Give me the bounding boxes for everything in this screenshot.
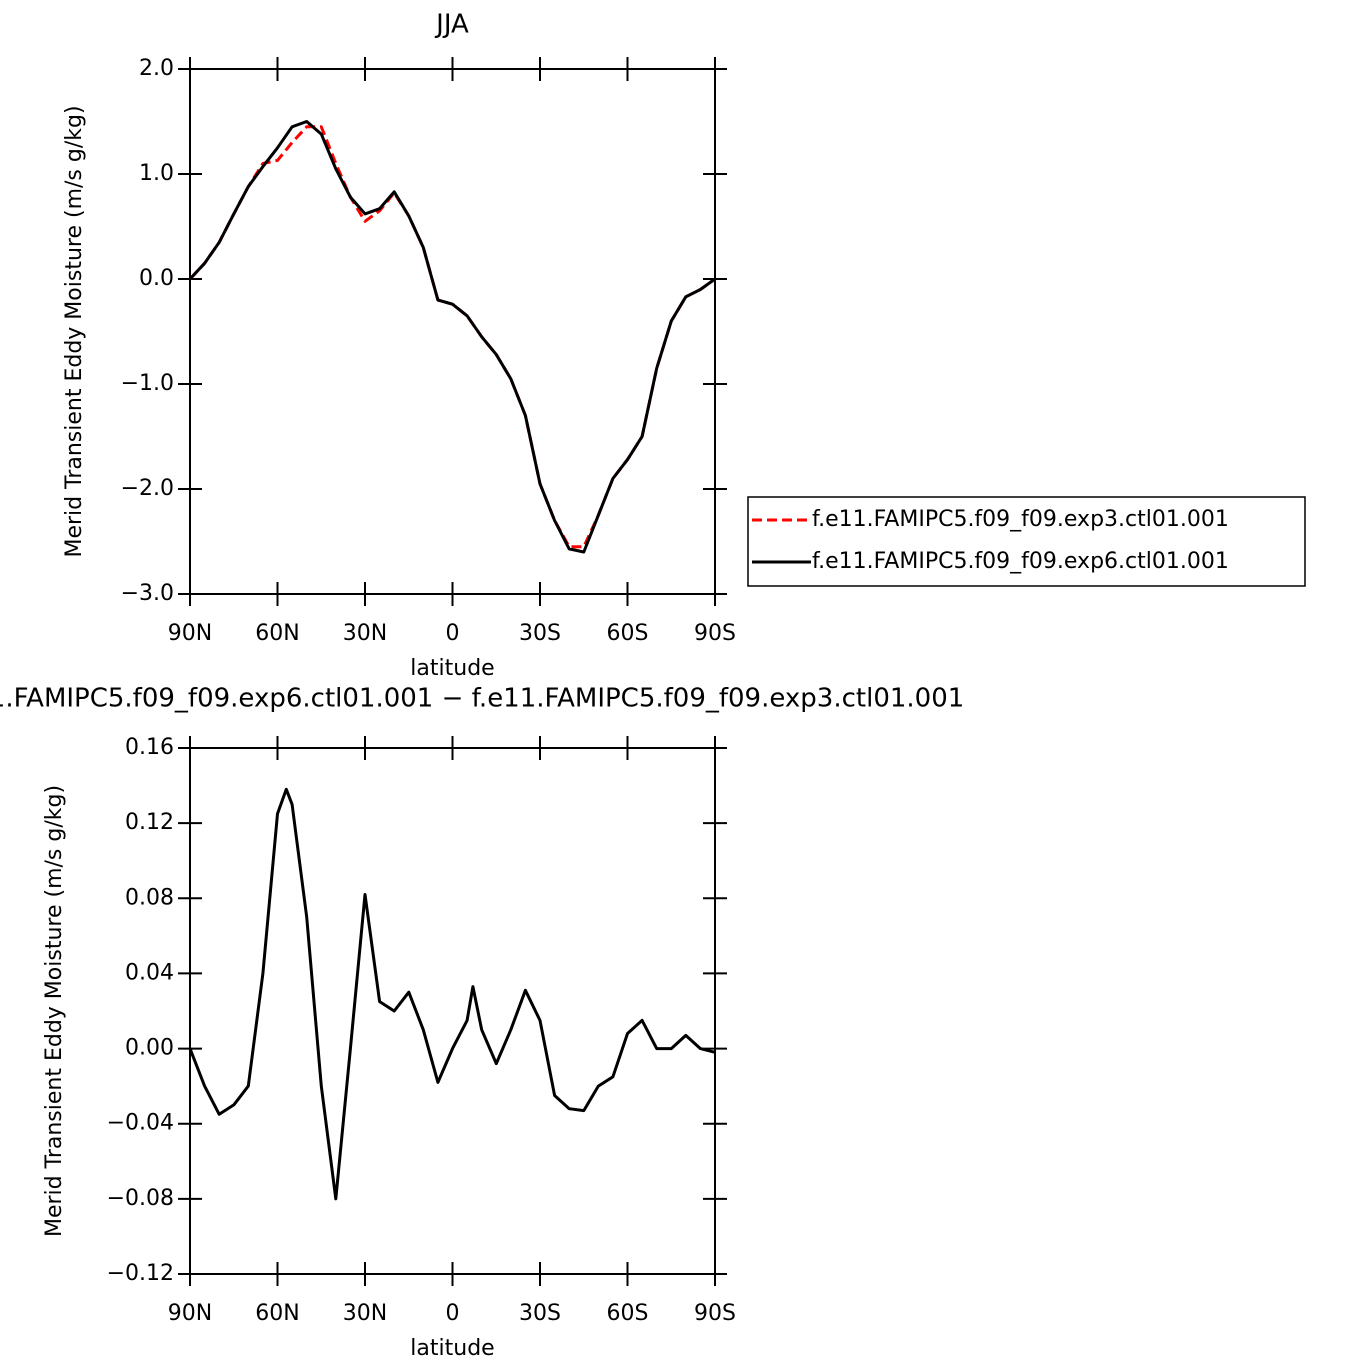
- y-tick-label: 0.04: [125, 960, 174, 985]
- x-tick-label: 60S: [607, 621, 649, 646]
- legend-label: f.e11.FAMIPC5.f09_f09.exp6.ctl01.001: [812, 549, 1229, 574]
- x-tick-label: 0: [446, 621, 460, 646]
- x-tick-label: 0: [446, 1301, 460, 1326]
- y-tick-label: 0.16: [125, 735, 174, 760]
- chart-title: f.e11.FAMIPC5.f09_f09.exp6.ctl01.001 − f…: [0, 684, 964, 714]
- y-tick-label: 1.0: [139, 161, 174, 186]
- x-tick-label: 30N: [343, 621, 387, 646]
- y-tick-label: −2.0: [121, 476, 174, 501]
- x-tick-label: 30S: [519, 621, 561, 646]
- y-tick-label: 0.0: [139, 266, 174, 291]
- x-tick-label: 60S: [607, 1301, 649, 1326]
- y-tick-label: −0.08: [107, 1186, 174, 1211]
- y-tick-label: −0.12: [107, 1261, 174, 1286]
- y-tick-label: −1.0: [121, 371, 174, 396]
- data-line: [188, 125, 716, 549]
- x-tick-label: 30N: [343, 1301, 387, 1326]
- x-tick-label: 30S: [519, 1301, 561, 1326]
- x-axis-label: latitude: [410, 1336, 494, 1361]
- plot-frame: [189, 747, 716, 1275]
- x-tick-label: 60N: [255, 621, 299, 646]
- y-axis-label: Merid Transient Eddy Moisture (m/s g/kg): [42, 785, 67, 1237]
- x-tick-label: 90N: [168, 1301, 212, 1326]
- x-tick-label: 60N: [255, 1301, 299, 1326]
- data-line: [188, 120, 716, 554]
- y-tick-label: 0.08: [125, 885, 174, 910]
- y-tick-label: 2.0: [139, 56, 174, 81]
- legend-box: [747, 496, 1306, 587]
- y-tick-label: −0.04: [107, 1111, 174, 1136]
- plot-frame: [189, 68, 716, 595]
- x-axis-label: latitude: [410, 656, 494, 681]
- y-tick-label: −3.0: [121, 581, 174, 606]
- y-axis-label: Merid Transient Eddy Moisture (m/s g/kg): [62, 105, 87, 557]
- legend-label: f.e11.FAMIPC5.f09_f09.exp3.ctl01.001: [812, 507, 1229, 532]
- x-tick-label: 90N: [168, 621, 212, 646]
- x-tick-label: 90S: [694, 621, 736, 646]
- x-tick-label: 90S: [694, 1301, 736, 1326]
- data-line: [188, 787, 716, 1201]
- y-tick-label: 0.12: [125, 810, 174, 835]
- y-tick-label: 0.00: [125, 1036, 174, 1061]
- chart-title: JJA: [434, 10, 469, 40]
